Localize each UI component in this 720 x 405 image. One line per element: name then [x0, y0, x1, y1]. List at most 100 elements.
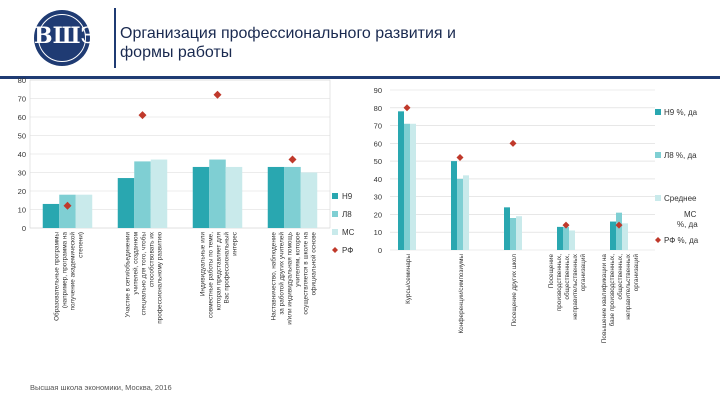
chart1-category-label-line: (например, программа на	[62, 232, 69, 309]
chart2-ytick-label: 40	[374, 175, 382, 184]
chart1-category-label-line: Участие в сети/объединении	[124, 232, 132, 318]
chart2-bar	[563, 226, 569, 250]
chart1-category-label-line: за работой других учителей	[278, 232, 286, 315]
chart1-category-label-line: и/или индивидуальная помощь	[287, 231, 294, 324]
chart2-ytick-label: 20	[374, 210, 382, 219]
chart2-bar	[410, 123, 416, 250]
chart2-bar	[557, 226, 563, 250]
chart2-bar	[504, 207, 510, 250]
chart2-category-label-line: Конференции/симпозиумы	[458, 254, 465, 334]
chart2-bar	[569, 230, 575, 250]
chart1-legend-swatch	[332, 211, 338, 217]
logo-ring	[38, 14, 86, 62]
chart2-category-label-line: общественных,	[563, 254, 571, 300]
chart2-ytick-label: 90	[374, 86, 382, 95]
chart1-ytick-label: 10	[18, 206, 26, 215]
chart1-category-label-line: учителям, которое	[295, 232, 302, 287]
chart1-category-label-line: получение академической	[69, 232, 77, 311]
chart2-legend-swatch	[655, 109, 661, 115]
chart1-ytick-label: 30	[18, 169, 26, 178]
chart1-bar-Н9	[267, 166, 285, 228]
hse-logo: ВШЭ	[34, 10, 98, 66]
chart1-ytick-label: 40	[18, 150, 26, 159]
chart1-category-label-line: которая представляет для	[216, 231, 223, 310]
chart2-ytick-label: 10	[374, 228, 382, 237]
chart1-category-label-line: степени)	[78, 232, 85, 258]
chart1-legend-label: МС	[342, 228, 355, 237]
chart1-category-label-line: учителей, созданном	[132, 232, 140, 295]
chart1-ytick-label: 60	[18, 113, 26, 122]
chart2-legend-label: РФ %, да	[664, 236, 699, 245]
chart2-category-label-line: неправительственных	[625, 253, 632, 320]
chart2-category-label-line: организаций	[632, 254, 640, 292]
chart2-category-label-line: Посещение	[548, 254, 555, 289]
chart1-legend-swatch	[332, 229, 338, 235]
chart1-ytick-label: 0	[22, 224, 26, 233]
chart1-category-label-line: специально для того, чтобы	[140, 232, 148, 316]
chart1-rf-marker	[138, 111, 147, 120]
chart1-category-label-line: профессиональному развитию	[157, 232, 164, 324]
chart1-rf-marker	[288, 155, 297, 164]
chart2-legend-swatch	[655, 152, 661, 158]
chart2-legend-label: Среднее	[664, 194, 697, 203]
chart1-bar-Л8	[134, 161, 151, 228]
chart1-category-label-line: Индивидуальные или	[200, 232, 207, 297]
chart2-category-label-line: организаций	[579, 254, 587, 292]
chart2-ytick-label: 60	[374, 139, 382, 148]
chart2-legend-label: Н9 %, да	[664, 108, 698, 117]
chart2-ytick-label: 0	[378, 246, 382, 255]
chart2-category-label-line: производственных,	[556, 254, 563, 311]
header-rule	[0, 76, 720, 79]
chart1-bar-Н9	[192, 166, 210, 228]
chart2-rf-marker	[562, 221, 570, 229]
chart2-bar	[516, 216, 522, 250]
slide-header: ВШЭ Организация профессионального развит…	[0, 0, 720, 78]
chart2-rf-marker	[403, 104, 411, 112]
chart2-legend-label: Л8 %, да	[664, 151, 697, 160]
header-divider	[114, 8, 116, 68]
chart1-ytick-label: 70	[18, 95, 26, 104]
slide-title: Организация профессионального развития и…	[120, 24, 680, 62]
chart1-legend-swatch	[332, 193, 338, 199]
chart1-ytick-label: 50	[18, 132, 26, 141]
chart1-legend-label: РФ	[342, 246, 353, 255]
title-line-1: Организация профессионального развития и	[120, 25, 456, 42]
chart2-rf-marker	[509, 139, 517, 147]
chart2-category-label-line: неправительственных	[572, 253, 579, 320]
chart1-bar-Л8	[209, 159, 226, 228]
chart1-bar-Л8	[284, 166, 301, 228]
chart2-bar	[510, 218, 516, 250]
chart2-ytick-label: 80	[374, 104, 382, 113]
chart2-ytick-label: 70	[374, 122, 382, 131]
chart1-category-label-line: интерес	[232, 231, 239, 256]
chart1-rf-marker	[63, 201, 72, 210]
chart2-rf-marker	[456, 154, 464, 162]
chart2-legend-swatch	[655, 195, 661, 201]
logo-letters: ВШЭ	[34, 23, 98, 49]
chart1-category-label-line: способствовать их	[148, 231, 156, 287]
chart1-legend-label: Н9	[342, 192, 353, 201]
chart2-bar	[398, 111, 404, 250]
chart1-category-label-line: совместные работы по теме,	[207, 232, 215, 318]
chart2-category-label-line: базе производственных,	[608, 254, 616, 327]
chart1-rf-marker	[213, 90, 222, 99]
chart1-bar-МС	[225, 166, 243, 228]
chart2-bar	[451, 161, 457, 250]
chart2-category-label-line: Повышение квалификации на	[601, 254, 608, 344]
chart2-category-label-line: Курсы/семинары	[405, 254, 412, 304]
chart2-bar	[610, 221, 616, 250]
chart2-bar	[622, 223, 628, 250]
chart1-category-label-line: Вас профессиональный	[223, 232, 231, 304]
chart1-bar-Л8	[59, 194, 76, 228]
chart1-ytick-label: 80	[18, 76, 26, 85]
chart1-legend-rf-swatch	[332, 247, 338, 253]
footer-text: Высшая школа экономики, Москва, 2016	[30, 383, 172, 392]
chart1-category-label-line: Наставничество, наблюдение	[270, 232, 278, 321]
title-line-2: формы работы	[120, 44, 233, 61]
chart2-bar	[457, 178, 463, 250]
chart2-category-label-line: общественных,	[616, 254, 624, 300]
chart2-ytick-label: 50	[374, 157, 382, 166]
chart1-bar-МС	[300, 172, 318, 228]
chart2-category-label-line: Посещение других школ	[511, 254, 518, 327]
